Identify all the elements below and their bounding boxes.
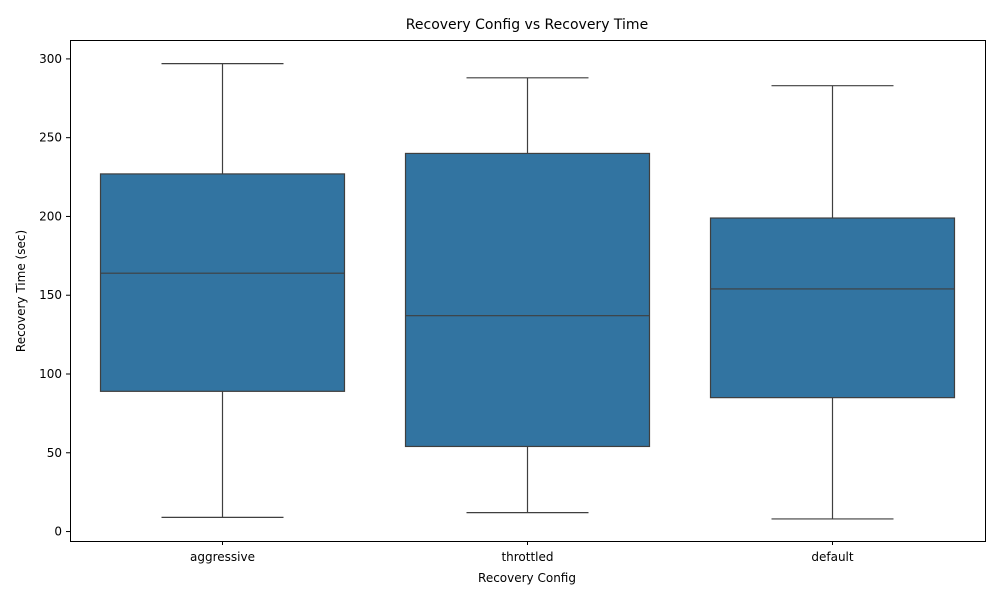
- y-tick-label: 250: [39, 131, 62, 145]
- box-group-default: [709, 85, 956, 520]
- box-aggressive: [99, 173, 346, 392]
- y-tick-label: 0: [54, 525, 62, 539]
- y-tick-label: 200: [39, 209, 62, 223]
- x-tick-label: default: [811, 550, 854, 564]
- y-tick-label: 50: [47, 446, 62, 460]
- y-axis-label: Recovery Time (sec): [14, 230, 28, 352]
- y-tick-label: 150: [39, 288, 62, 302]
- chart-title: Recovery Config vs Recovery Time: [406, 17, 648, 33]
- x-axis-label: Recovery Config: [478, 571, 576, 585]
- x-tick-label: throttled: [501, 550, 553, 564]
- box-group-throttled: [404, 77, 651, 514]
- box-group-aggressive: [99, 63, 346, 518]
- y-axis: 0 50 100 150 200 250 300: [39, 52, 70, 539]
- x-tick-label: aggressive: [190, 550, 255, 564]
- y-tick-label: 300: [39, 52, 62, 66]
- box-throttled: [404, 152, 651, 448]
- y-tick-label: 100: [39, 367, 62, 381]
- boxes-layer: [99, 63, 956, 520]
- box-default: [709, 217, 956, 399]
- x-axis: aggressive throttled default: [190, 541, 854, 564]
